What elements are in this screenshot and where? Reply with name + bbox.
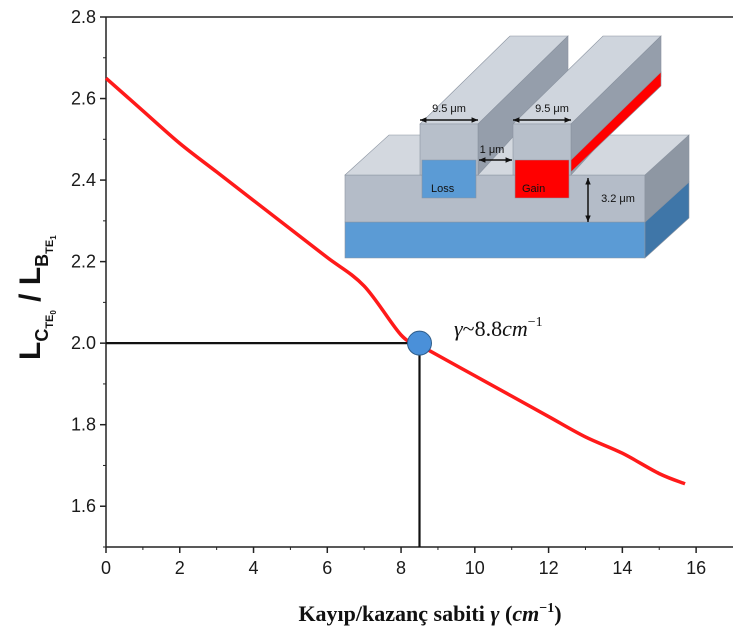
operating-point-marker: [407, 330, 432, 356]
y-label-subsubsub-b: 1: [49, 235, 58, 240]
y-label-subsub-a: TE: [44, 315, 56, 329]
arrow-head: [513, 117, 520, 123]
gain-side-stripe: [570, 71, 662, 173]
y-tick-label: 2.8: [71, 7, 96, 27]
y-label-main-a: L: [14, 342, 47, 360]
y-tick-label: 2.4: [71, 170, 96, 190]
arrow-head: [564, 117, 571, 123]
y-label-sub-a: C: [32, 329, 52, 342]
gamma-annotation: γ~8.8cm−1: [454, 315, 543, 341]
x-axis-label-open: (: [500, 601, 513, 626]
width-label-right: 9.5 μm: [535, 103, 569, 115]
gap-label: 1 μm: [480, 144, 505, 156]
x-tick-label: 2: [175, 558, 185, 578]
y-tick-label: 2.0: [71, 333, 96, 353]
substrate-front: [344, 221, 646, 259]
width-label-left: 9.5 μm: [432, 103, 466, 115]
y-tick-label: 1.8: [71, 415, 96, 435]
cladding-front: [344, 174, 646, 223]
y-tick-label: 2.6: [71, 89, 96, 109]
y-tick-label: 1.6: [71, 496, 96, 516]
height-label: 3.2 μm: [601, 193, 635, 205]
arrow-head: [505, 157, 512, 163]
y-label-subsubsub-a: 0: [49, 310, 58, 315]
y-label-sub-b: B: [32, 254, 52, 267]
gain-core: [514, 159, 570, 199]
loss-core: [421, 159, 477, 199]
y-label-main-b: L: [14, 267, 47, 285]
x-axis-label: Kayıp/kazanç sabiti γ (cm−1): [298, 601, 561, 626]
arrow-head: [479, 157, 486, 163]
x-tick-label: 16: [686, 558, 706, 578]
gain-label: Gain: [522, 183, 545, 195]
x-axis-label-gamma: γ: [490, 601, 500, 626]
y-axis-label: LCTE0 / LBTE1: [14, 235, 58, 360]
gamma-annotation-symbol: γ: [454, 316, 464, 341]
arrow-head: [585, 178, 591, 185]
gamma-annotation-exp: −1: [528, 315, 543, 330]
series-layer: [104, 76, 686, 547]
y-label-slash: /: [14, 285, 47, 310]
x-tick-label: 12: [539, 558, 559, 578]
loss-label: Loss: [431, 183, 455, 195]
gamma-annotation-unit: cm: [502, 316, 528, 341]
x-tick-label: 0: [101, 558, 111, 578]
x-axis-label-unit: cm: [512, 601, 539, 626]
x-tick-label: 14: [612, 558, 632, 578]
x-tick-label: 6: [322, 558, 332, 578]
gamma-annotation-value: ~8.8: [463, 316, 502, 341]
inset-diagram: 9.5 μm 9.5 μm 1 μm 3.2 μm Loss Gain: [344, 35, 690, 259]
x-axis-label-text: Kayıp/kazanç sabiti: [298, 601, 490, 626]
y-label-subsub-b: TE: [44, 240, 56, 254]
arrow-head: [420, 117, 427, 123]
svg-text:LCTE0 / LBTE1: LCTE0 / LBTE1: [14, 235, 58, 360]
y-tick-label: 2.2: [71, 252, 96, 272]
x-tick-label: 8: [396, 558, 406, 578]
arrow-head: [471, 117, 478, 123]
x-axis-label-exp: −1: [539, 601, 554, 616]
x-tick-label: 4: [249, 558, 259, 578]
x-tick-label: 10: [465, 558, 485, 578]
arrow-head: [585, 215, 591, 222]
x-axis-label-close: ): [554, 601, 561, 626]
axis-ticks: 0 2 4 6 8 10 12 14 16 1.6 1.8 2.0 2.2 2.4 2.6 2.8: [71, 7, 706, 578]
